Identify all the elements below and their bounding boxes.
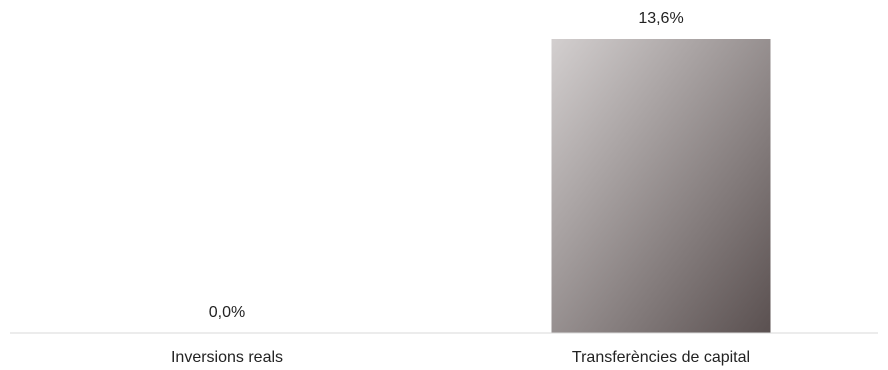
data-labels-group: 0,0% 13,6% — [209, 10, 684, 321]
category-labels-group: Inversions reals Transferències de capita… — [171, 349, 750, 366]
bars-group — [551, 39, 771, 333]
category-label-0: Inversions reals — [171, 349, 283, 366]
bar-1 — [551, 39, 771, 333]
data-label-0: 0,0% — [209, 304, 245, 321]
category-label-1: Transferències de capital — [572, 349, 750, 366]
data-label-1: 13,6% — [638, 10, 683, 27]
